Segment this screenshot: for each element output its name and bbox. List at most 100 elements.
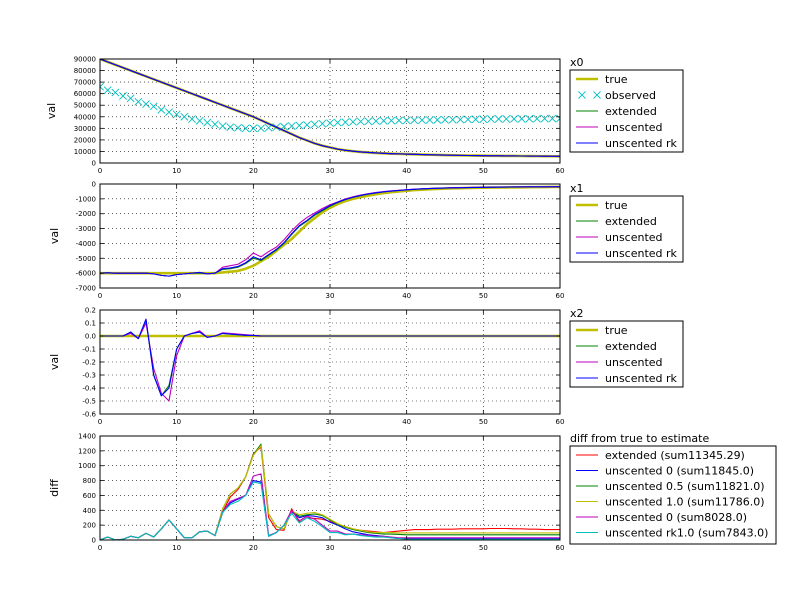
data-point bbox=[502, 114, 511, 123]
data-point bbox=[303, 120, 311, 129]
legend-label: unscented rk bbox=[605, 247, 678, 260]
legend-label: extended bbox=[605, 340, 657, 353]
data-point bbox=[410, 116, 419, 125]
legend: true observed extended unscented unscented r… bbox=[569, 69, 684, 153]
legend-label: true bbox=[605, 199, 628, 212]
data-point bbox=[326, 119, 334, 128]
data-point bbox=[556, 114, 560, 123]
y-tick-label: -7000 bbox=[76, 285, 96, 293]
subplot-x0: 0 10 20 30 40 50 60 0 10000 20000 30000 40000 50000 6… bbox=[45, 56, 684, 175]
data-point bbox=[172, 110, 181, 119]
data-point bbox=[479, 115, 488, 124]
x-tick-label: 0 bbox=[98, 418, 102, 426]
legend-item: unscented rk bbox=[576, 372, 678, 385]
x-tick-label: 10 bbox=[172, 544, 181, 552]
legend-title: diff from true to estimate bbox=[570, 432, 709, 445]
legend-label: unscented bbox=[605, 356, 663, 369]
x-tick-label: 20 bbox=[249, 544, 258, 552]
y-tick-label: -5000 bbox=[76, 255, 96, 263]
y-tick-label: 1200 bbox=[78, 447, 96, 455]
legend-item: unscented 1.0 (sum11786.0) bbox=[576, 496, 765, 509]
x-tick-label: 60 bbox=[556, 292, 565, 300]
data-point bbox=[180, 112, 189, 121]
x-tick-label: 20 bbox=[249, 292, 258, 300]
data-point bbox=[372, 117, 380, 125]
legend-label: unscented 0 (sum8028.0) bbox=[605, 511, 747, 524]
x-tick-label: 40 bbox=[402, 544, 411, 552]
legend-label: unscented bbox=[605, 121, 663, 134]
legend-label: true bbox=[605, 73, 628, 86]
legend-marker bbox=[593, 91, 601, 99]
legend: true extended unscented unscented rk bbox=[569, 195, 684, 263]
legend-label: extended bbox=[605, 215, 657, 228]
data-point bbox=[387, 116, 396, 125]
y-axis-label: val bbox=[45, 103, 58, 119]
legend-item: unscented bbox=[576, 121, 663, 134]
y-tick-label: 1000 bbox=[78, 462, 96, 470]
x-tick-label: 60 bbox=[556, 167, 565, 175]
legend-label: unscented rk bbox=[605, 137, 678, 150]
data-point bbox=[418, 116, 426, 125]
x-tick-label: 30 bbox=[326, 544, 335, 552]
y-tick-label: 90000 bbox=[74, 56, 96, 64]
series-unscented-rk bbox=[100, 59, 560, 157]
legend-frame bbox=[569, 445, 777, 545]
data-point bbox=[203, 118, 212, 127]
x-tick-label: 50 bbox=[479, 292, 488, 300]
y-tick-label: 80000 bbox=[74, 67, 96, 75]
data-point bbox=[456, 115, 465, 124]
y-tick-label: 800 bbox=[83, 477, 96, 485]
series-group bbox=[100, 59, 560, 158]
legend: true extended unscented unscented rk bbox=[569, 320, 684, 388]
data-point bbox=[103, 86, 112, 95]
data-point bbox=[165, 108, 173, 117]
y-tick-label: 0.1 bbox=[85, 320, 96, 328]
x-tick-label: 0 bbox=[98, 292, 102, 300]
legend-item: unscented 0 (sum11845.0) bbox=[576, 465, 754, 478]
legend-frame bbox=[569, 195, 684, 263]
legend-label: extended bbox=[605, 105, 657, 118]
data-point bbox=[234, 123, 242, 132]
y-tick-label: 0 bbox=[92, 537, 96, 545]
data-point bbox=[548, 114, 557, 123]
legend-frame bbox=[569, 320, 684, 388]
x-tick-label: 40 bbox=[402, 418, 411, 426]
data-point bbox=[333, 118, 342, 127]
y-axis-label: val bbox=[48, 354, 61, 370]
data-point bbox=[318, 119, 327, 128]
legend-item: unscented 0.5 (sum11821.0) bbox=[576, 480, 765, 493]
y-tick-label: 1400 bbox=[78, 433, 96, 441]
x-tick-label: 60 bbox=[556, 544, 565, 552]
data-point bbox=[134, 97, 143, 106]
legend-item: extended bbox=[576, 340, 657, 353]
data-point bbox=[249, 124, 258, 133]
y-axis-label: diff bbox=[48, 479, 61, 497]
data-point bbox=[471, 115, 480, 124]
data-point bbox=[487, 115, 495, 124]
y-axis-label: val bbox=[48, 228, 61, 244]
legend-marker bbox=[578, 91, 586, 99]
data-point bbox=[425, 116, 434, 124]
subplot-diff-from-true-to-estimate: 0 10 20 30 40 50 600200400600800100012001400di… bbox=[48, 432, 777, 552]
data-point bbox=[149, 102, 158, 111]
x-tick-label: 50 bbox=[479, 544, 488, 552]
series-observed bbox=[100, 82, 560, 133]
legend-label: unscented 0.5 (sum11821.0) bbox=[605, 480, 765, 493]
y-tick-label: 600 bbox=[83, 492, 96, 500]
y-tick-label: -4000 bbox=[76, 240, 96, 248]
x-tick-label: 20 bbox=[249, 418, 258, 426]
data-point bbox=[402, 116, 411, 125]
legend-item: observed bbox=[578, 89, 656, 102]
data-point bbox=[364, 117, 373, 126]
legend-title: x1 bbox=[570, 182, 584, 195]
x-tick-label: 40 bbox=[402, 167, 411, 175]
y-tick-label: 70000 bbox=[74, 79, 96, 87]
data-point bbox=[257, 124, 265, 133]
subplot-x1: 0 10 20 30 40 50 60 -7000 -6000 -5000 -4000 -3000 -2… bbox=[48, 181, 684, 300]
x-tick-label: 50 bbox=[479, 167, 488, 175]
y-tick-label: 0 bbox=[92, 160, 96, 168]
legend-label: unscented bbox=[605, 231, 663, 244]
y-tick-label: -3000 bbox=[76, 225, 96, 233]
x-tick-label: 40 bbox=[402, 292, 411, 300]
